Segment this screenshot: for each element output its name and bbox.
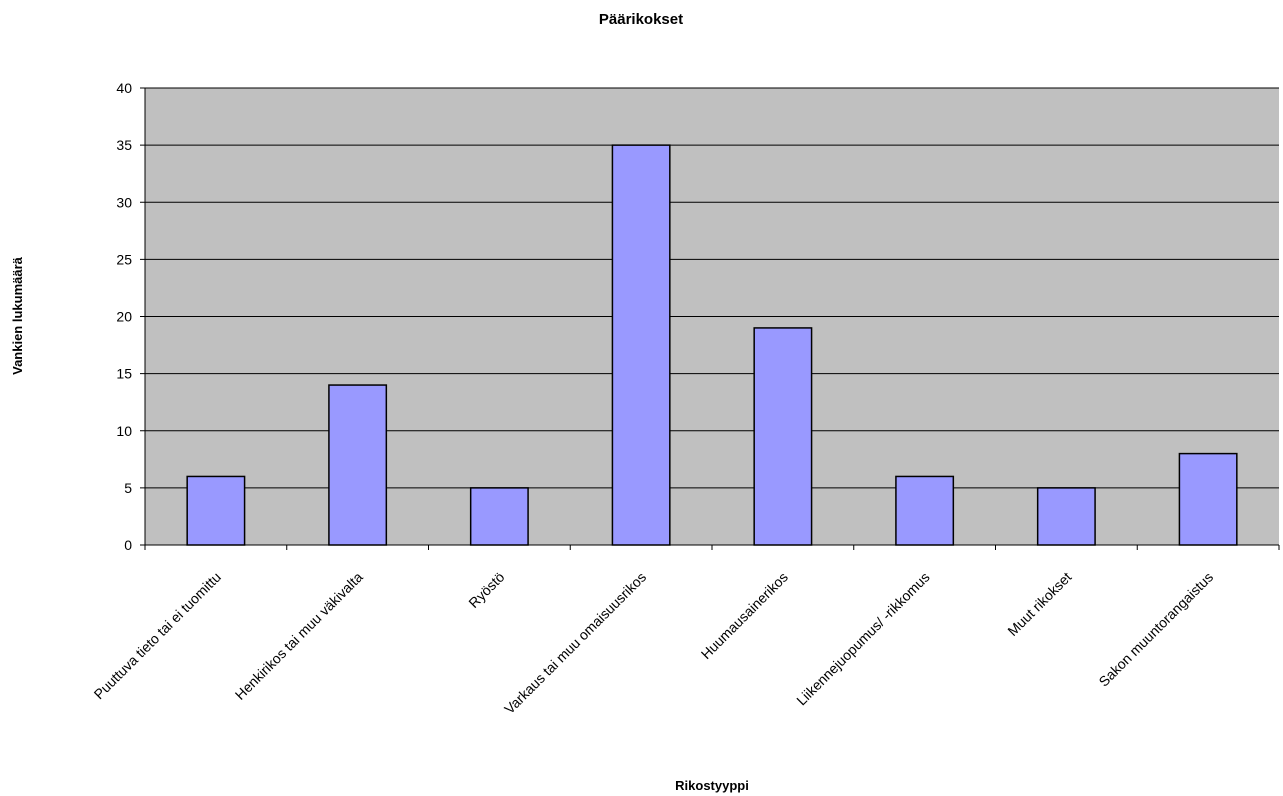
x-category-label: Huumausainerikos bbox=[698, 569, 791, 662]
bar bbox=[895, 475, 955, 546]
y-tick-labels: 0 5 10 15 20 25 30 35 40 bbox=[116, 80, 132, 553]
x-category-label: Ryöstö bbox=[465, 569, 507, 611]
bars bbox=[186, 144, 1238, 546]
y-tick-label: 15 bbox=[116, 366, 132, 382]
y-tick-label: 5 bbox=[124, 480, 132, 496]
bar bbox=[186, 475, 246, 546]
bar bbox=[611, 144, 671, 546]
y-tick-label: 0 bbox=[124, 537, 132, 553]
y-tick-label: 25 bbox=[116, 251, 132, 267]
x-category-label: Varkaus tai muu omaisuusrikos bbox=[501, 569, 649, 717]
bar bbox=[753, 327, 813, 546]
bar bbox=[1036, 487, 1096, 546]
y-tick-label: 35 bbox=[116, 137, 132, 153]
y-tick-label: 20 bbox=[116, 309, 132, 325]
y-tick-label: 30 bbox=[116, 194, 132, 210]
x-category-label: Puuttuva tieto tai ei tuomittu bbox=[91, 569, 224, 702]
bar bbox=[328, 384, 388, 546]
chart-title: Päärikokset bbox=[599, 11, 683, 28]
y-axis-title: Vankien lukumäärä bbox=[10, 256, 25, 375]
y-tick-label: 40 bbox=[116, 80, 132, 96]
bar bbox=[469, 487, 529, 546]
x-category-label: Henkirikos tai muu väkivalta bbox=[232, 569, 366, 703]
x-axis-title: Rikostyyppi bbox=[675, 778, 749, 793]
x-category-labels: Puuttuva tieto tai ei tuomittu Henkirikos… bbox=[91, 569, 1217, 717]
x-category-label: Liikennejuopumus/ -rikkomus bbox=[793, 569, 933, 709]
axes bbox=[140, 87, 1280, 550]
bar bbox=[1178, 452, 1238, 546]
x-category-label: Muut rikokset bbox=[1004, 569, 1074, 639]
y-tick-label: 10 bbox=[116, 423, 132, 439]
x-category-label: Sakon muuntorangaistus bbox=[1095, 569, 1216, 690]
